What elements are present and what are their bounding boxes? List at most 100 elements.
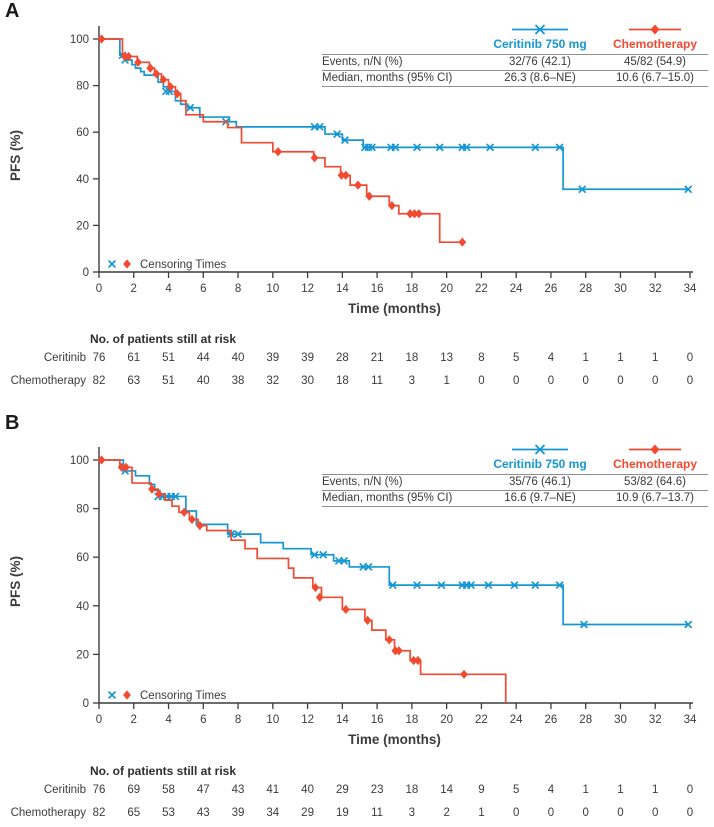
events-row-label: Events, n/N (%): [322, 56, 403, 68]
events-ceritinib: 35/76 (46.1): [508, 476, 571, 488]
risk-value: 23: [370, 784, 384, 796]
svg-text:16: 16: [371, 714, 384, 726]
column-header-chemotherapy: Chemotherapy: [612, 457, 698, 471]
svg-text:80: 80: [76, 81, 89, 93]
risk-value: 3: [408, 375, 416, 387]
risk-value: 30: [301, 375, 314, 387]
svg-text:PFS (%): PFS (%): [8, 130, 23, 181]
svg-text:0: 0: [83, 267, 89, 279]
risk-value: 9: [478, 784, 485, 796]
risk-value: 82: [92, 375, 106, 387]
svg-text:26: 26: [545, 283, 558, 295]
svg-text:4: 4: [165, 283, 172, 295]
risk-value: 0: [582, 375, 589, 387]
svg-text:14: 14: [336, 714, 349, 726]
svg-text:8: 8: [235, 283, 241, 295]
risk-value: 28: [335, 352, 349, 364]
risk-value: 0: [547, 375, 555, 387]
risk-value: 0: [512, 375, 520, 387]
svg-text:34: 34: [684, 714, 697, 726]
panel-a-label: A: [5, 0, 20, 22]
risk-value: 18: [405, 784, 419, 796]
risk-value: 0: [652, 375, 659, 387]
svg-text:20: 20: [440, 714, 453, 726]
risk-value: 40: [301, 784, 314, 796]
risk-value: 0: [478, 375, 485, 387]
risk-value: 41: [266, 784, 280, 796]
svg-text:14: 14: [336, 283, 349, 295]
risk-value: 1: [582, 784, 589, 796]
svg-text:18: 18: [405, 283, 418, 295]
svg-text:PFS (%): PFS (%): [8, 556, 23, 607]
column-header-ceritinib: Ceritinib 750 mg: [493, 457, 587, 471]
risk-value: 43: [231, 784, 245, 796]
svg-text:26: 26: [545, 714, 558, 726]
risk-value: 65: [127, 807, 141, 819]
risk-value: 0: [686, 784, 694, 796]
svg-text:0: 0: [96, 714, 102, 726]
events-chemotherapy: 53/82 (64.6): [623, 476, 686, 488]
risk-value: 51: [162, 352, 175, 364]
panel-b: B 0 20 40 60 80 100 0 2 4 6 8 10 12 14 16 18 20 22 24 26 28 3…: [0, 412, 714, 827]
risk-value: 1: [582, 352, 589, 364]
svg-text:22: 22: [475, 714, 488, 726]
risk-value: 11: [371, 807, 384, 819]
svg-text:40: 40: [76, 174, 89, 186]
risk-value: 18: [335, 375, 349, 387]
median-row-label: Median, months (95% CI): [322, 492, 453, 504]
risk-value: 39: [266, 352, 280, 364]
svg-text:0: 0: [96, 283, 102, 295]
svg-text:24: 24: [510, 283, 523, 295]
svg-text:30: 30: [614, 714, 627, 726]
chemo-line-diamond-icon: [602, 22, 708, 36]
events-row-label: Events, n/N (%): [322, 476, 403, 488]
median-chemotherapy: 10.9 (6.7–13.7): [615, 492, 694, 504]
risk-value: 39: [231, 807, 245, 819]
risk-value: 0: [617, 375, 624, 387]
median-ceritinib: 26.3 (8.6–NE): [504, 72, 576, 84]
risk-value: 51: [162, 375, 175, 387]
risk-value: 4: [547, 352, 555, 364]
risk-value: 40: [231, 352, 245, 364]
risk-value: 58: [162, 784, 175, 796]
svg-text:Time (months): Time (months): [348, 732, 441, 747]
svg-text:20: 20: [76, 649, 89, 661]
risk-value: 0: [512, 807, 520, 819]
stats-table-a: Ceritinib 750 mg Chemotherapy Events, n/…: [322, 22, 708, 87]
risk-value: 13: [440, 352, 454, 364]
svg-text:18: 18: [405, 714, 418, 726]
risk-value: 1: [617, 352, 624, 364]
risk-value: 53: [162, 807, 175, 819]
svg-text:Censoring Times: Censoring Times: [140, 690, 227, 702]
svg-text:40: 40: [76, 601, 89, 613]
risk-value: 21: [370, 352, 384, 364]
risk-value: 3: [408, 807, 416, 819]
chemo-line-diamond-icon: [602, 442, 708, 456]
risk-value: 1: [652, 784, 659, 796]
risk-row-chemotherapy: Chemotherapy 82 63 51 40 38 32 30 18 11 3 1 0 0 0 0 0 0 0: [0, 375, 714, 391]
svg-text:12: 12: [301, 283, 314, 295]
panel-b-label: B: [5, 412, 20, 434]
risk-value: 29: [301, 807, 314, 819]
svg-text:20: 20: [76, 220, 89, 232]
svg-text:Censoring Times: Censoring Times: [140, 259, 227, 271]
events-ceritinib: 32/76 (42.1): [508, 56, 571, 68]
risk-table-title: No. of patients still at risk: [90, 332, 237, 346]
risk-value: 0: [686, 352, 694, 364]
risk-value: 63: [127, 375, 141, 387]
svg-text:6: 6: [200, 714, 206, 726]
svg-text:28: 28: [579, 283, 592, 295]
events-chemotherapy: 45/82 (54.9): [623, 56, 686, 68]
stats-table-b: Ceritinib 750 mg Chemotherapy Events, n/…: [322, 442, 708, 507]
risk-value: 0: [547, 807, 555, 819]
svg-text:34: 34: [684, 283, 697, 295]
svg-text:32: 32: [649, 283, 662, 295]
risk-value: 76: [92, 784, 106, 796]
median-row-label: Median, months (95% CI): [322, 72, 453, 84]
ceritinib-line-x-icon: [478, 442, 602, 456]
risk-value: 43: [196, 807, 210, 819]
svg-text:2: 2: [131, 714, 137, 726]
risk-row-ceritinib: Ceritinib 76 61 51 44 40 39 39 28 21 18 13 8 5 4 1 1 1 0: [0, 352, 714, 368]
